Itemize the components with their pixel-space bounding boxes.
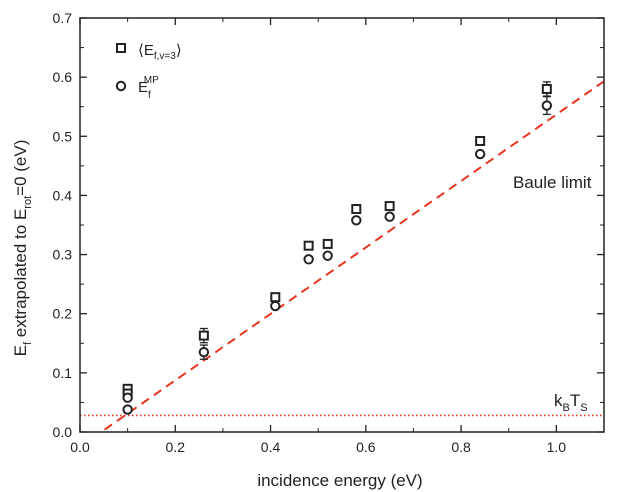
x-tick-label: 0.8	[451, 439, 471, 455]
x-axis-label: incidence energy (eV)	[257, 471, 422, 490]
y-tick-label: 0.2	[53, 306, 73, 322]
y-tick-label: 0.7	[53, 10, 73, 26]
data-point-square	[270, 292, 281, 303]
legend: ⟨Ef,v=3⟩ EfMP	[115, 42, 182, 101]
data-point-square	[198, 330, 209, 341]
data-points	[122, 81, 553, 415]
legend-circle-marker	[115, 80, 127, 92]
baule-limit-label: Baule limit	[513, 173, 592, 192]
data-point-circle	[474, 148, 486, 160]
legend-circle-label: EfMP	[138, 75, 159, 101]
data-point-square	[303, 240, 314, 251]
data-point-square	[322, 238, 333, 249]
data-point-circle	[270, 300, 281, 312]
x-tick-label: 0.0	[70, 439, 90, 455]
y-tick-label: 0.3	[53, 247, 73, 263]
y-tick-label: 0.0	[53, 424, 73, 440]
data-point-circle	[322, 250, 333, 261]
x-tick-label: 0.4	[261, 439, 281, 455]
y-tick-label: 0.1	[53, 365, 73, 381]
axes: 0.0 0.2 0.4 0.6 0.8 1.0 0.0 0.1 0.2 0.3 0.4 0.5 0.6 0…	[53, 10, 605, 455]
data-point-circle	[384, 211, 395, 222]
y-tick-label: 0.4	[53, 187, 73, 203]
y-tick-label: 0.6	[53, 69, 73, 85]
data-point-square	[475, 136, 486, 147]
data-point-square	[384, 201, 395, 212]
data-point-circle	[198, 346, 210, 358]
data-point-circle	[303, 254, 314, 265]
data-point-circle	[351, 215, 362, 226]
x-tick-label: 1.0	[547, 439, 567, 455]
reference-lines	[80, 80, 604, 432]
data-point-square	[351, 204, 362, 215]
y-axis-label: Ef extrapolated to Erot=0 (eV)	[11, 140, 34, 357]
kbts-label: kBTS	[554, 391, 588, 414]
data-point-square	[541, 83, 552, 94]
legend-square-marker	[116, 43, 126, 53]
data-point-circle	[122, 392, 133, 403]
data-point-circle	[541, 100, 553, 111]
y-tick-label: 0.5	[53, 128, 73, 144]
data-point-circle	[122, 404, 133, 415]
baule-limit-line	[99, 80, 604, 432]
x-tick-label: 0.2	[166, 439, 186, 455]
x-tick-label: 0.6	[356, 439, 376, 455]
legend-square-label: ⟨Ef,v=3⟩	[138, 42, 182, 62]
